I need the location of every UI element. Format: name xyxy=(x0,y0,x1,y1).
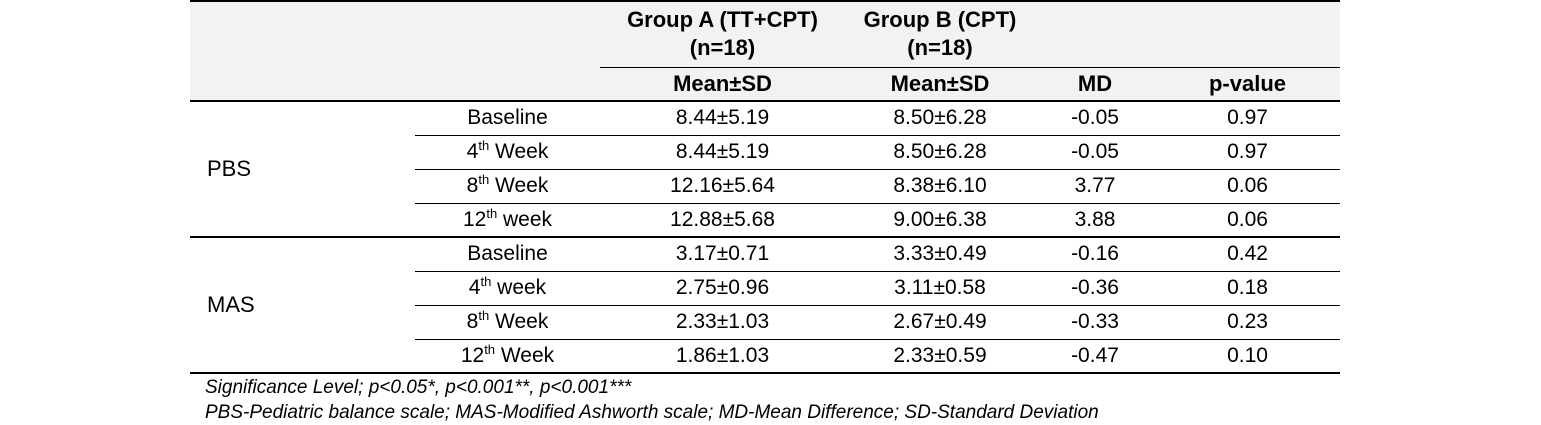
md-cell: 3.77 xyxy=(1035,169,1155,204)
mean-sd-a-cell: 2.75±0.96 xyxy=(600,271,845,306)
p-value-cell: 0.06 xyxy=(1155,169,1340,204)
mean-sd-a-cell: 12.88±5.68 xyxy=(600,203,845,238)
table-row-pbs-week12: 12th week 12.88±5.68 9.00±6.38 3.88 0.06 xyxy=(190,203,1340,238)
group-b-name: Group B (CPT) xyxy=(863,7,1017,33)
table-row-pbs-baseline: PBS Baseline 8.44±5.19 8.50±6.28 -0.05 0… xyxy=(190,101,1340,238)
group-a-name: Group A (TT+CPT) xyxy=(627,7,818,33)
group-header-spacer xyxy=(190,1,600,67)
abbreviations-note: PBS-Pediatric balance scale; MAS-Modifie… xyxy=(205,402,1099,423)
group-b-header: Group B (CPT) (n=18) xyxy=(845,1,1035,68)
mean-sd-a-cell: 8.44±5.19 xyxy=(600,135,845,170)
table-row-pbs-week4: 4th Week 8.44±5.19 8.50±6.28 -0.05 0.97 xyxy=(190,135,1340,170)
group-header-p-spacer xyxy=(1155,1,1340,68)
table-row-mas-baseline: MAS Baseline 3.17±0.71 3.33±0.49 -0.16 0… xyxy=(190,237,1340,374)
table-row-mas-week12: 12th Week 1.86±1.03 2.33±0.59 -0.47 0.10 xyxy=(190,339,1340,374)
time-cell: Baseline xyxy=(415,101,600,136)
col-header-md: MD xyxy=(1035,67,1155,102)
p-value-cell: 0.06 xyxy=(1155,203,1340,238)
md-cell: -0.36 xyxy=(1035,271,1155,306)
ordinal-superscript: th xyxy=(480,274,492,289)
p-value-cell: 0.10 xyxy=(1155,339,1340,374)
table-header: Group A (TT+CPT) (n=18) Group B (CPT) (n… xyxy=(190,1,1340,102)
md-cell: -0.33 xyxy=(1035,305,1155,340)
md-cell: -0.16 xyxy=(1035,237,1155,272)
mean-sd-b-cell: 8.50±6.28 xyxy=(845,101,1035,136)
mean-sd-b-cell: 2.33±0.59 xyxy=(845,339,1035,374)
table-row-pbs-week8: 8th Week 12.16±5.64 8.38±6.10 3.77 0.06 xyxy=(190,169,1340,204)
col-header-mean-sd-b: Mean±SD xyxy=(845,67,1035,102)
md-cell: -0.47 xyxy=(1035,339,1155,374)
table-body: PBS Baseline 8.44±5.19 8.50±6.28 -0.05 0… xyxy=(190,101,1340,374)
mean-sd-a-cell: 12.16±5.64 xyxy=(600,169,845,204)
measure-label-mas: MAS xyxy=(190,237,415,374)
time-cell: 8th Week xyxy=(415,169,600,204)
ordinal-superscript: th xyxy=(486,205,498,221)
mean-sd-b-cell: 8.38±6.10 xyxy=(845,169,1035,204)
p-value-cell: 0.97 xyxy=(1155,101,1340,136)
group-b-n: (n=18) xyxy=(907,35,973,61)
group-header-row: Group A (TT+CPT) (n=18) Group B (CPT) (n… xyxy=(190,1,1340,68)
subheader-spacer xyxy=(190,67,600,102)
md-cell: -0.05 xyxy=(1035,101,1155,136)
group-a-header: Group A (TT+CPT) (n=18) xyxy=(600,1,845,68)
time-cell: 12th Week xyxy=(415,339,600,374)
ordinal-superscript: th xyxy=(484,341,496,357)
time-cell: 4th Week xyxy=(415,135,600,170)
ordinal-superscript: th xyxy=(478,172,490,187)
mean-sd-b-cell: 9.00±6.38 xyxy=(845,203,1035,238)
mean-sd-a-cell: 3.17±0.71 xyxy=(600,237,845,272)
mean-sd-a-cell: 1.86±1.03 xyxy=(600,339,845,374)
mean-sd-b-cell: 2.67±0.49 xyxy=(845,305,1035,340)
col-header-p-value: p-value xyxy=(1155,67,1340,102)
group-a-n: (n=18) xyxy=(689,35,756,61)
table-row-mas-week4: 4th week 2.75±0.96 3.11±0.58 -0.36 0.18 xyxy=(190,271,1340,306)
time-cell: 12th week xyxy=(415,203,600,238)
mean-sd-b-cell: 3.33±0.49 xyxy=(845,237,1035,272)
col-header-mean-sd-a: Mean±SD xyxy=(600,67,845,102)
md-cell: 3.88 xyxy=(1035,203,1155,238)
ordinal-superscript: th xyxy=(478,138,490,153)
subheader-row: Mean±SD Mean±SD MD p-value xyxy=(190,67,1340,102)
mean-sd-a-cell: 8.44±5.19 xyxy=(600,101,845,136)
p-value-cell: 0.18 xyxy=(1155,271,1340,306)
time-cell: 8th Week xyxy=(415,305,600,340)
table-row-mas-week8: 8th Week 2.33±1.03 2.67±0.49 -0.33 0.23 xyxy=(190,305,1340,340)
time-cell: Baseline xyxy=(415,237,600,272)
mean-sd-b-cell: 8.50±6.28 xyxy=(845,135,1035,170)
time-cell: 4th week xyxy=(415,271,600,306)
significance-note: Significance Level; p<0.05*, p<0.001**, … xyxy=(205,377,632,398)
mean-sd-b-cell: 3.11±0.58 xyxy=(845,271,1035,306)
p-value-cell: 0.97 xyxy=(1155,135,1340,170)
footnotes: Significance Level; p<0.05*, p<0.001**, … xyxy=(205,375,1099,425)
measure-label-pbs: PBS xyxy=(190,101,415,238)
md-cell: -0.05 xyxy=(1035,135,1155,170)
mean-sd-a-cell: 2.33±1.03 xyxy=(600,305,845,340)
results-table: Group A (TT+CPT) (n=18) Group B (CPT) (n… xyxy=(190,0,1340,374)
ordinal-superscript: th xyxy=(478,308,490,323)
group-header-md-spacer xyxy=(1035,1,1155,68)
p-value-cell: 0.42 xyxy=(1155,237,1340,272)
p-value-cell: 0.23 xyxy=(1155,305,1340,340)
